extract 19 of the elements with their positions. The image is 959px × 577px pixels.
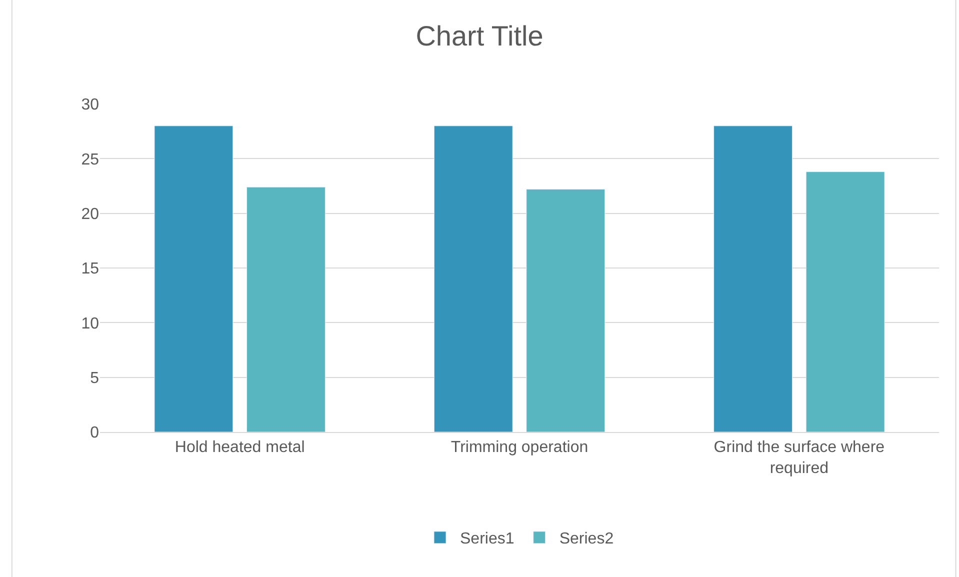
bar: [806, 172, 885, 432]
y-tick-label: 10: [81, 315, 100, 332]
y-tick-label: 25: [81, 151, 100, 168]
legend-label: Series1: [460, 530, 514, 548]
x-tick-label: Grind the surface where required: [714, 439, 885, 477]
y-tick-label: 15: [81, 260, 100, 278]
x-tick-label: Trimming operation: [450, 439, 588, 456]
bar: [246, 186, 326, 432]
bar: [434, 126, 513, 432]
bar: [154, 126, 234, 432]
bar: [714, 126, 792, 432]
y-tick-label: 5: [90, 370, 100, 387]
y-tick-label: 30: [81, 96, 100, 114]
chart-title: Chart Title: [416, 20, 544, 52]
x-tick-label: Hold heated metal: [174, 439, 305, 456]
y-tick-label: 20: [81, 206, 100, 223]
legend-label: Series2: [559, 530, 614, 548]
y-tick-label: 0: [90, 424, 100, 442]
bar: [526, 189, 606, 432]
